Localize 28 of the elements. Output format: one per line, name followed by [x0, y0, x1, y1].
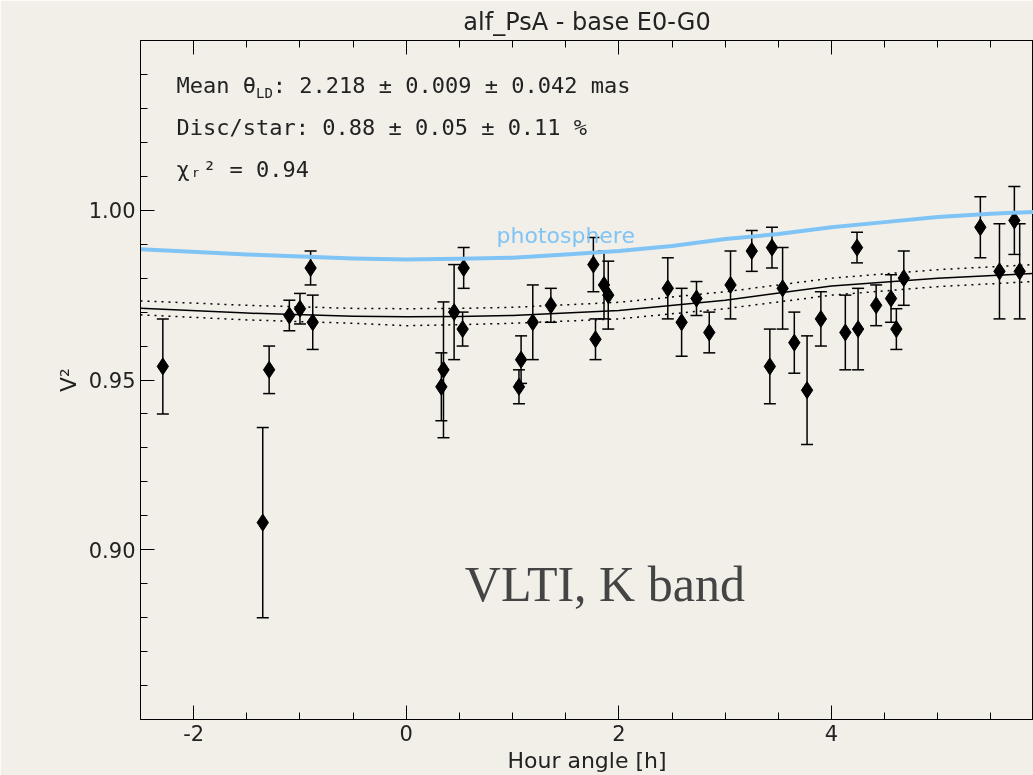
point: [800, 381, 814, 400]
x-tick-label: 4: [824, 721, 839, 746]
y-tick-label: 0.95: [88, 369, 136, 393]
point: [544, 296, 558, 315]
point: [514, 350, 528, 369]
point: [850, 238, 864, 257]
point: [447, 303, 461, 322]
y-tick-label: 0.90: [88, 538, 136, 563]
x-tick-label: 2: [612, 721, 626, 746]
point: [597, 275, 611, 294]
point: [851, 320, 865, 339]
point: [293, 299, 307, 318]
series-label: photosphere: [496, 223, 635, 249]
annotation: VLTI, K band: [464, 555, 745, 612]
point: [512, 377, 526, 396]
y-tick-label: 1.00: [88, 199, 136, 224]
point: [262, 360, 276, 379]
x-tick-label: -2: [183, 721, 205, 746]
y-axis-title: V²: [55, 368, 81, 392]
point: [814, 309, 828, 328]
annotation: Disc/star: 0.88 ± 0.05 ± 0.11 %: [176, 115, 588, 140]
point: [763, 357, 777, 376]
point: [765, 238, 779, 257]
point: [884, 289, 898, 308]
chart-title: alf_PsA - base E0-G0: [463, 7, 711, 36]
x-tick-label: 0: [399, 721, 413, 746]
x-axis-title: Hour angle [h]: [507, 747, 667, 773]
annotation: χᵣ² = 0.94: [176, 157, 309, 182]
